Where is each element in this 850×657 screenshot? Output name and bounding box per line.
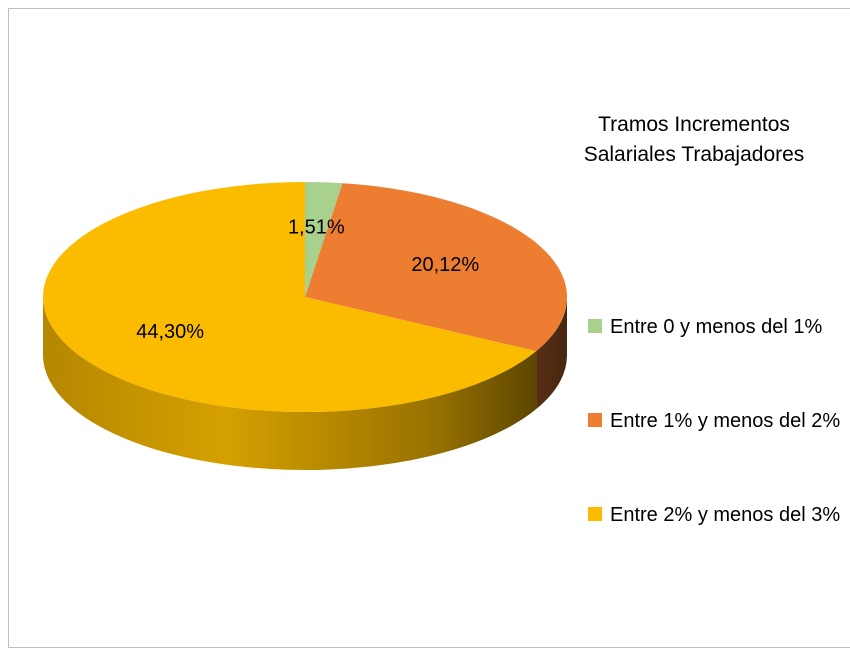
legend-swatch [588, 319, 602, 333]
pie-slice [305, 183, 567, 352]
legend-item: Entre 1% y menos del 2% [588, 406, 850, 500]
legend-swatch [588, 413, 602, 427]
legend-label: Entre 2% y menos del 3% [610, 504, 841, 526]
legend: Entre 0 y menos del 1% Entre 1% y menos d… [588, 312, 850, 594]
legend-label: Entre 0 y menos del 1% [610, 316, 823, 338]
legend-item: Entre 2% y menos del 3% [588, 500, 850, 594]
legend-item: Entre 0 y menos del 1% [588, 312, 850, 406]
legend-label: Entre 1% y menos del 2% [610, 410, 841, 432]
pie-slice [42, 182, 537, 412]
pie-slice-side [536, 297, 567, 410]
chart-border [8, 8, 850, 648]
data-label: 20,12% [411, 254, 479, 276]
pie-slice-side [43, 297, 537, 470]
data-label: 44,30% [136, 321, 204, 343]
data-label: 1,51% [288, 216, 345, 238]
chart-title: Tramos Incrementos Salariales Trabajador… [583, 113, 805, 166]
pie-slice [305, 182, 343, 297]
legend-swatch [588, 507, 602, 521]
